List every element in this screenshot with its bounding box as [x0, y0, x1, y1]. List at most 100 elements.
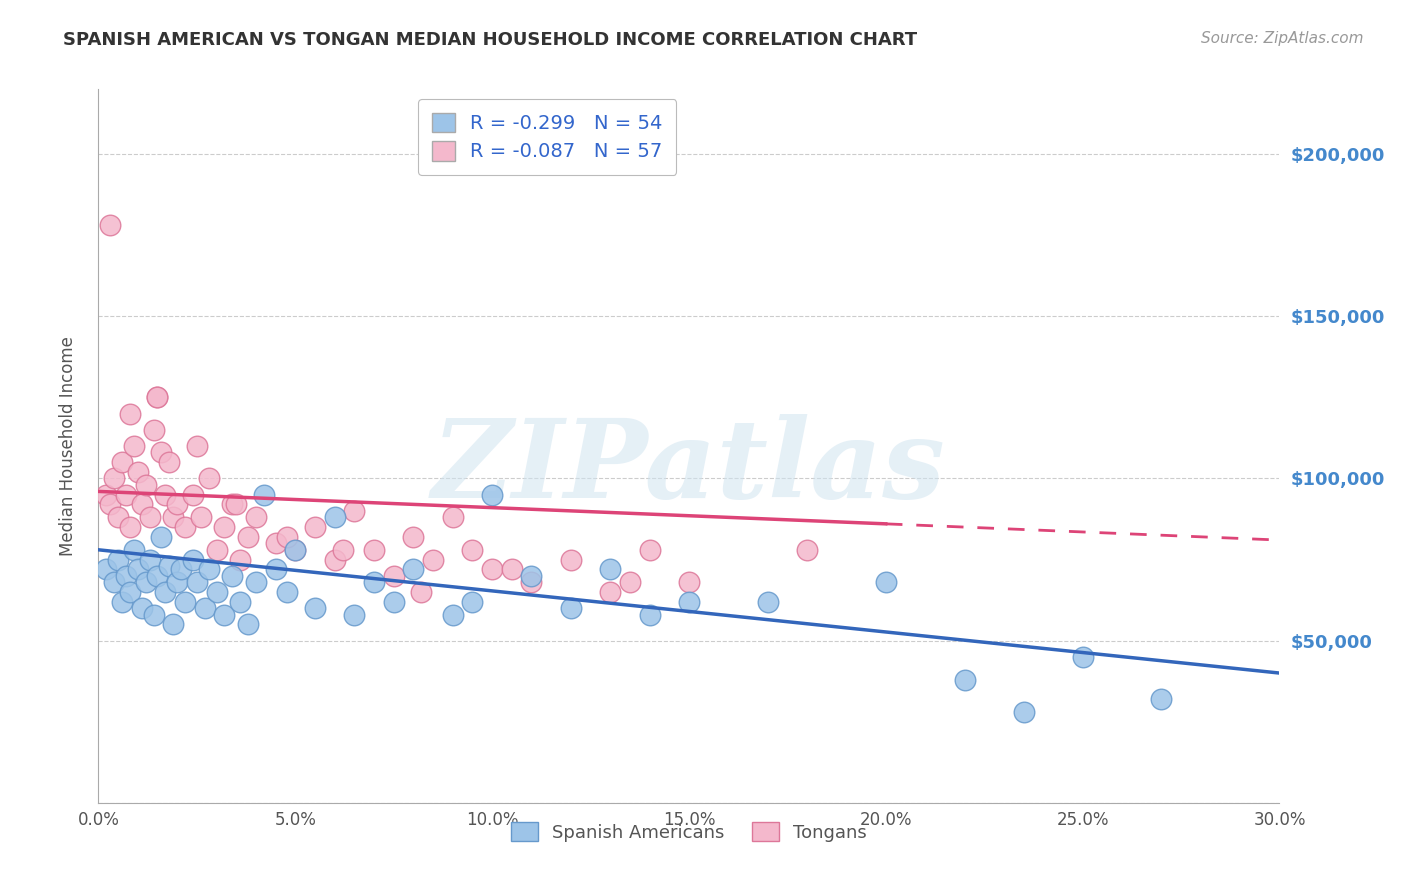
- Text: ZIPatlas: ZIPatlas: [432, 414, 946, 521]
- Point: [221, 568, 243, 582]
- Point: [157, 559, 180, 574]
- Point: [155, 488, 177, 502]
- Point: [107, 510, 129, 524]
- Point: [619, 575, 641, 590]
- Point: [142, 423, 165, 437]
- Point: [197, 562, 219, 576]
- Point: [253, 488, 276, 502]
- Point: [678, 595, 700, 609]
- Point: [197, 471, 219, 485]
- Point: [461, 542, 484, 557]
- Point: [304, 520, 326, 534]
- Point: [441, 510, 464, 524]
- Point: [264, 536, 287, 550]
- Point: [245, 510, 267, 524]
- Point: [1150, 692, 1173, 706]
- Point: [98, 497, 121, 511]
- Point: [229, 552, 252, 566]
- Point: [103, 471, 125, 485]
- Point: [638, 542, 661, 557]
- Point: [678, 575, 700, 590]
- Point: [599, 585, 621, 599]
- Point: [236, 530, 259, 544]
- Point: [343, 607, 366, 622]
- Point: [461, 595, 484, 609]
- Point: [236, 617, 259, 632]
- Point: [214, 607, 236, 622]
- Point: [323, 552, 346, 566]
- Point: [181, 488, 204, 502]
- Point: [441, 607, 464, 622]
- Text: SPANISH AMERICAN VS TONGAN MEDIAN HOUSEHOLD INCOME CORRELATION CHART: SPANISH AMERICAN VS TONGAN MEDIAN HOUSEH…: [63, 31, 917, 49]
- Point: [501, 562, 523, 576]
- Point: [875, 575, 897, 590]
- Point: [111, 595, 134, 609]
- Point: [174, 520, 197, 534]
- Point: [107, 552, 129, 566]
- Point: [118, 520, 141, 534]
- Point: [638, 607, 661, 622]
- Point: [245, 575, 267, 590]
- Point: [560, 552, 582, 566]
- Point: [953, 673, 976, 687]
- Point: [118, 407, 141, 421]
- Point: [276, 585, 298, 599]
- Point: [214, 520, 236, 534]
- Point: [166, 497, 188, 511]
- Point: [276, 530, 298, 544]
- Point: [118, 585, 141, 599]
- Point: [481, 562, 503, 576]
- Point: [332, 542, 354, 557]
- Point: [122, 439, 145, 453]
- Point: [103, 575, 125, 590]
- Point: [363, 575, 385, 590]
- Point: [221, 497, 243, 511]
- Point: [411, 585, 433, 599]
- Point: [146, 390, 169, 404]
- Point: [122, 542, 145, 557]
- Point: [1071, 649, 1094, 664]
- Point: [205, 542, 228, 557]
- Point: [796, 542, 818, 557]
- Point: [150, 445, 173, 459]
- Point: [225, 497, 247, 511]
- Point: [382, 595, 405, 609]
- Point: [150, 530, 173, 544]
- Point: [205, 585, 228, 599]
- Point: [96, 488, 118, 502]
- Point: [135, 478, 157, 492]
- Point: [284, 542, 307, 557]
- Point: [135, 575, 157, 590]
- Point: [166, 575, 188, 590]
- Point: [194, 601, 217, 615]
- Point: [520, 575, 543, 590]
- Point: [155, 585, 177, 599]
- Y-axis label: Median Household Income: Median Household Income: [59, 336, 77, 556]
- Point: [115, 568, 138, 582]
- Point: [115, 488, 138, 502]
- Point: [190, 510, 212, 524]
- Point: [146, 390, 169, 404]
- Point: [162, 617, 184, 632]
- Point: [142, 607, 165, 622]
- Point: [186, 575, 208, 590]
- Point: [170, 562, 193, 576]
- Point: [98, 219, 121, 233]
- Point: [181, 552, 204, 566]
- Point: [138, 552, 160, 566]
- Point: [146, 568, 169, 582]
- Legend: Spanish Americans, Tongans: Spanish Americans, Tongans: [502, 814, 876, 851]
- Point: [284, 542, 307, 557]
- Point: [343, 504, 366, 518]
- Point: [1012, 705, 1035, 719]
- Point: [96, 562, 118, 576]
- Point: [304, 601, 326, 615]
- Point: [174, 595, 197, 609]
- Point: [481, 488, 503, 502]
- Point: [422, 552, 444, 566]
- Point: [363, 542, 385, 557]
- Point: [756, 595, 779, 609]
- Point: [127, 465, 149, 479]
- Point: [520, 568, 543, 582]
- Point: [599, 562, 621, 576]
